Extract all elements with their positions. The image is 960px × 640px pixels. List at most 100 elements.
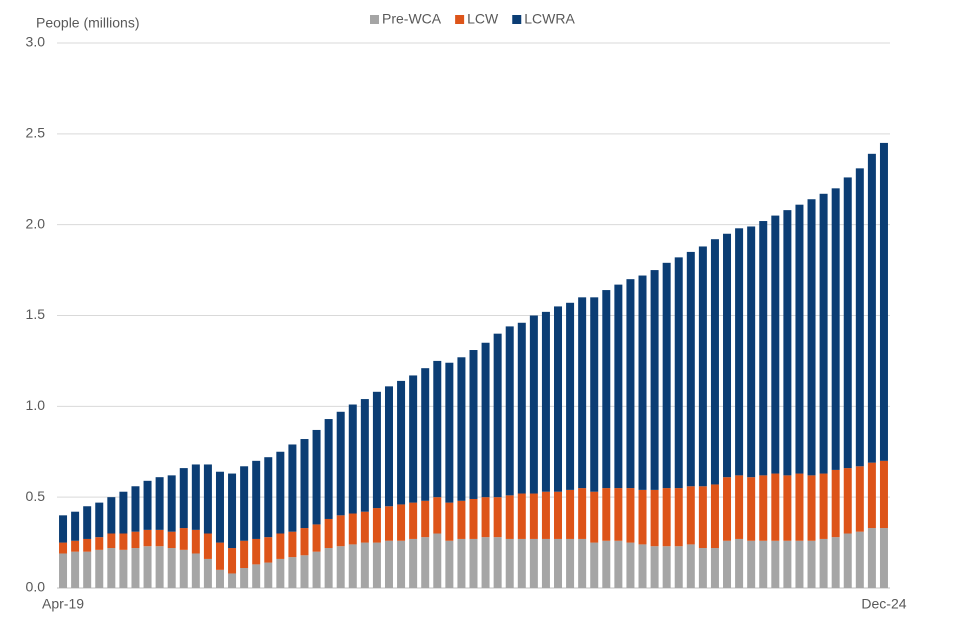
- bar-segment: [795, 204, 804, 474]
- bar-segment: [674, 488, 683, 547]
- bar-segment: [252, 460, 261, 539]
- bar-segment: [867, 462, 876, 529]
- bar-segment: [203, 533, 212, 559]
- bar-segment: [83, 506, 92, 539]
- bar-segment: [723, 540, 732, 588]
- bar-segment: [843, 177, 852, 469]
- bar-segment: [867, 528, 876, 588]
- bar-segment: [421, 537, 430, 588]
- bar-segment: [481, 497, 490, 538]
- bar-segment: [566, 489, 575, 539]
- bar-segment: [300, 439, 309, 529]
- bar-segment: [554, 491, 563, 539]
- bar-segment: [131, 486, 140, 532]
- bar-segment: [662, 488, 671, 547]
- bar-segment: [795, 473, 804, 541]
- bar-segment: [155, 546, 164, 588]
- bar-segment: [517, 322, 526, 494]
- bar-segment: [517, 493, 526, 539]
- bar-segment: [626, 488, 635, 543]
- bar-segment: [807, 199, 816, 476]
- bar-segment: [372, 391, 381, 509]
- bar-segment: [578, 488, 587, 539]
- y-tick-label: 0.5: [26, 488, 46, 504]
- bar-segment: [372, 508, 381, 543]
- bar-segment: [819, 473, 828, 539]
- bar-segment: [276, 533, 285, 559]
- bar-segment: [638, 544, 647, 588]
- bar-segment: [264, 562, 273, 588]
- bar-segment: [879, 142, 888, 461]
- bar-segment: [879, 460, 888, 529]
- bar-segment: [481, 342, 490, 498]
- bar-segment: [336, 411, 345, 516]
- bar-segment: [264, 457, 273, 538]
- bar-segment: [879, 528, 888, 588]
- bar-segment: [747, 477, 756, 541]
- bar-segment: [191, 464, 200, 530]
- bar-segment: [457, 500, 466, 539]
- bar-segment: [529, 538, 538, 588]
- legend-swatch: [370, 15, 379, 24]
- bar-segment: [469, 350, 478, 499]
- bar-segment: [590, 491, 599, 543]
- bar-segment: [409, 538, 418, 588]
- bar-segment: [735, 538, 744, 588]
- bar-segment: [336, 515, 345, 547]
- bar-segment: [686, 544, 695, 588]
- bar-segment: [855, 168, 864, 467]
- bar-segment: [119, 491, 128, 534]
- bar-segment: [650, 270, 659, 490]
- bar-segment: [119, 549, 128, 588]
- bar-segment: [372, 542, 381, 588]
- bar-segment: [228, 548, 237, 574]
- bar-segment: [312, 524, 321, 552]
- bar-segment: [215, 471, 224, 543]
- bar-segment: [131, 531, 140, 549]
- bar-segment: [240, 466, 249, 541]
- bar-segment: [614, 540, 623, 588]
- bar-segment: [71, 511, 80, 541]
- bar-segment: [457, 538, 466, 588]
- bar-segment: [433, 533, 442, 588]
- bar-segment: [179, 549, 188, 588]
- bar-segment: [505, 495, 514, 539]
- bar-segment: [493, 537, 502, 588]
- y-tick-label: 2.0: [26, 215, 46, 231]
- bar-segment: [191, 553, 200, 588]
- bar-segment: [312, 551, 321, 588]
- bar-segment: [819, 538, 828, 588]
- bar-segment: [215, 569, 224, 588]
- bar-segment: [324, 518, 333, 549]
- bar-segment: [710, 484, 719, 549]
- bar-segment: [481, 537, 490, 588]
- bar-segment: [143, 480, 152, 530]
- bar-segment: [698, 548, 707, 588]
- bar-segment: [95, 502, 104, 538]
- bar-segment: [831, 537, 840, 588]
- legend-swatch: [455, 15, 465, 24]
- bar-segment: [674, 257, 683, 489]
- bar-segment: [409, 502, 418, 539]
- bar-segment: [228, 573, 237, 588]
- bar-segment: [747, 226, 756, 478]
- bar-segment: [867, 153, 876, 463]
- bar-segment: [710, 239, 719, 485]
- bar-segment: [59, 515, 68, 543]
- bar-segment: [445, 362, 454, 503]
- bar-segment: [541, 311, 550, 492]
- bar-segment: [457, 357, 466, 501]
- bar-segment: [300, 555, 309, 588]
- bar-segment: [505, 326, 514, 496]
- bar-segment: [807, 475, 816, 541]
- bar-segment: [602, 290, 611, 489]
- bar-segment: [759, 221, 768, 476]
- bar-segment: [336, 546, 345, 588]
- bar-segment: [397, 540, 406, 588]
- bar-segment: [155, 529, 164, 547]
- bar-segment: [759, 540, 768, 588]
- bar-segment: [771, 473, 780, 541]
- bar-segment: [626, 542, 635, 588]
- bar-segment: [421, 500, 430, 538]
